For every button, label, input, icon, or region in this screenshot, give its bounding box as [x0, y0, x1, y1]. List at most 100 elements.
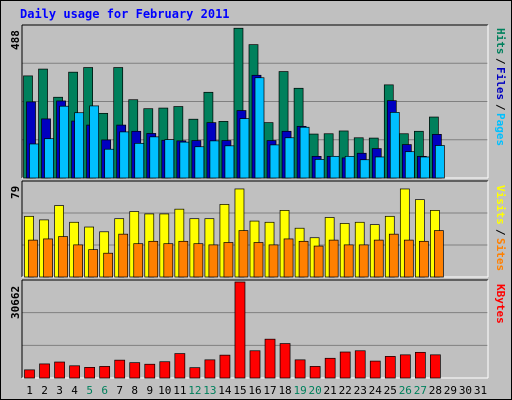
bar-pages-day-22	[344, 155, 355, 179]
bar-pages-day-11	[179, 141, 190, 179]
bar-pages-day-17	[269, 144, 280, 179]
bar-kbytes-day-2	[39, 363, 50, 379]
day-label-11: 11	[173, 384, 186, 397]
day-label-19: 19	[293, 384, 306, 397]
bar-kbytes-day-21	[324, 357, 336, 379]
day-label-18: 18	[278, 384, 291, 397]
bar-kbytes-day-9	[144, 363, 156, 379]
legend-files: Files	[494, 67, 507, 101]
bar-sites-day-2	[43, 238, 53, 278]
bar-pages-day-10	[164, 139, 175, 179]
day-label-2: 2	[41, 384, 48, 397]
bar-sites-day-12	[193, 243, 204, 278]
bar-sites-day-23	[358, 244, 369, 278]
bar-pages-day-20	[314, 159, 325, 179]
bar-pages-day-23	[359, 159, 370, 179]
day-label-21: 21	[324, 384, 337, 397]
bar-kbytes-day-8	[129, 362, 141, 379]
bar-sites-day-19	[298, 240, 309, 278]
day-label-20: 20	[309, 384, 322, 397]
panel-kbytes-max-label: 30662	[9, 285, 22, 319]
day-label-16: 16	[248, 384, 261, 397]
legend-separator: /	[494, 104, 507, 111]
bar-sites-day-24	[373, 239, 384, 278]
bar-sites-day-17	[268, 244, 279, 278]
bar-kbytes-day-1	[24, 369, 35, 379]
bar-sites-day-14	[223, 242, 234, 278]
bar-sites-day-25	[388, 233, 399, 278]
bar-kbytes-day-22	[339, 351, 351, 379]
day-label-26: 26	[399, 384, 412, 397]
bar-pages-day-21	[329, 155, 340, 179]
legend-kbytes: KBytes	[494, 284, 507, 324]
chart-title: Daily usage for February 2011	[20, 7, 230, 21]
legend-hits: Hits	[494, 28, 507, 55]
bar-sites-day-28	[434, 230, 444, 278]
day-label-23: 23	[354, 384, 367, 397]
bar-sites-day-26	[403, 239, 414, 278]
bar-sites-day-5	[88, 249, 98, 278]
bar-kbytes-day-15	[234, 281, 246, 379]
bar-pages-day-12	[194, 146, 205, 179]
bar-sites-day-3	[58, 236, 68, 278]
bar-pages-day-18	[284, 137, 295, 179]
bar-sites-day-21	[328, 239, 339, 278]
bar-sites-day-18	[283, 238, 294, 278]
bar-kbytes-day-4	[69, 365, 80, 379]
bar-sites-day-8	[133, 243, 144, 278]
legend-separator: /	[494, 58, 507, 65]
panel-visits-sites-max-label: 79	[9, 185, 22, 199]
bar-pages-day-28	[435, 145, 445, 179]
day-label-14: 14	[218, 384, 232, 397]
bar-sites-day-15	[238, 230, 249, 278]
bar-kbytes-day-7	[114, 359, 126, 379]
day-label-6: 6	[101, 384, 108, 397]
bar-sites-day-7	[118, 233, 129, 278]
day-label-30: 30	[459, 384, 472, 397]
bar-sites-day-27	[419, 240, 429, 278]
day-label-7: 7	[116, 384, 123, 397]
bar-kbytes-day-5	[84, 367, 95, 379]
day-label-29: 29	[444, 384, 457, 397]
bar-sites-day-4	[73, 244, 83, 278]
bar-sites-day-11	[178, 240, 189, 278]
bar-pages-day-4	[74, 112, 84, 179]
bar-pages-day-19	[299, 126, 310, 179]
bar-pages-day-16	[254, 77, 265, 179]
bar-pages-day-8	[134, 142, 145, 179]
bar-pages-day-9	[149, 136, 160, 179]
bar-kbytes-day-27	[415, 351, 426, 379]
day-label-15: 15	[233, 384, 246, 397]
bar-sites-day-1	[28, 239, 38, 278]
bar-kbytes-day-25	[384, 356, 396, 379]
bar-pages-day-25	[389, 112, 400, 179]
bar-sites-day-9	[148, 240, 159, 278]
bar-sites-day-6	[103, 252, 114, 278]
day-label-4: 4	[71, 384, 78, 397]
bar-pages-day-1	[29, 143, 39, 179]
bar-kbytes-day-28	[430, 354, 441, 379]
bar-pages-day-2	[44, 138, 54, 179]
day-label-8: 8	[131, 384, 138, 397]
day-label-24: 24	[369, 384, 383, 397]
bar-kbytes-day-20	[309, 366, 321, 379]
day-label-3: 3	[56, 384, 63, 397]
bar-kbytes-day-14	[219, 354, 231, 379]
bar-pages-day-7	[119, 131, 130, 179]
bar-pages-day-15	[239, 118, 250, 179]
day-label-28: 28	[429, 384, 442, 397]
day-label-1: 1	[26, 384, 33, 397]
bar-kbytes-day-23	[354, 350, 366, 379]
legend-separator: /	[494, 229, 507, 236]
bar-kbytes-day-12	[189, 367, 201, 379]
bar-kbytes-day-11	[174, 353, 186, 379]
day-label-31: 31	[474, 384, 487, 397]
day-label-10: 10	[158, 384, 171, 397]
bar-kbytes-day-3	[54, 361, 65, 379]
bar-kbytes-day-19	[294, 359, 306, 379]
bar-kbytes-day-6	[99, 366, 111, 379]
bar-kbytes-day-18	[279, 343, 291, 379]
bar-kbytes-day-26	[399, 354, 411, 379]
legend-sites: Sites	[494, 238, 507, 272]
